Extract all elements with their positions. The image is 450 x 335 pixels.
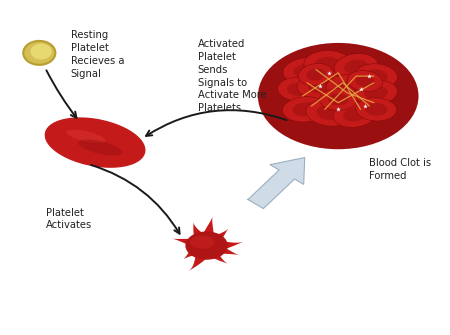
Polygon shape: [171, 239, 208, 250]
Ellipse shape: [283, 58, 329, 84]
Ellipse shape: [23, 41, 55, 65]
Polygon shape: [248, 157, 305, 209]
Polygon shape: [201, 243, 229, 264]
Ellipse shape: [308, 79, 333, 93]
Polygon shape: [188, 244, 214, 271]
Ellipse shape: [31, 44, 52, 60]
Ellipse shape: [334, 54, 378, 80]
Ellipse shape: [278, 77, 319, 102]
Ellipse shape: [298, 64, 333, 85]
Ellipse shape: [66, 130, 105, 143]
Polygon shape: [200, 216, 214, 247]
Text: Activated
Platelet
Sends
Signals to
Activate More
Platelets: Activated Platelet Sends Signals to Acti…: [198, 39, 266, 113]
Ellipse shape: [355, 64, 397, 88]
Ellipse shape: [304, 51, 353, 78]
Ellipse shape: [293, 64, 319, 78]
Polygon shape: [207, 240, 244, 252]
Ellipse shape: [355, 80, 397, 105]
Ellipse shape: [297, 73, 343, 99]
Ellipse shape: [356, 75, 375, 87]
Polygon shape: [183, 241, 210, 260]
Text: Blood Clot is
Formed: Blood Clot is Formed: [369, 158, 432, 181]
Ellipse shape: [326, 74, 373, 101]
Ellipse shape: [292, 103, 317, 116]
Ellipse shape: [364, 69, 388, 83]
Polygon shape: [45, 118, 145, 167]
Ellipse shape: [258, 43, 418, 149]
Polygon shape: [202, 228, 229, 249]
Ellipse shape: [343, 107, 367, 122]
Ellipse shape: [333, 101, 377, 127]
Ellipse shape: [364, 86, 388, 99]
Ellipse shape: [78, 140, 122, 155]
Ellipse shape: [365, 103, 387, 116]
Ellipse shape: [306, 68, 325, 80]
Ellipse shape: [190, 236, 214, 249]
Ellipse shape: [320, 88, 357, 110]
Ellipse shape: [356, 98, 396, 121]
Ellipse shape: [344, 60, 368, 74]
Text: Platelet
Activates: Platelet Activates: [46, 208, 92, 230]
Text: Resting
Platelet
Recieves a
Signal: Resting Platelet Recieves a Signal: [71, 30, 124, 79]
Ellipse shape: [337, 80, 362, 95]
Ellipse shape: [306, 99, 353, 126]
Ellipse shape: [185, 231, 228, 260]
Ellipse shape: [315, 57, 342, 72]
Ellipse shape: [287, 83, 309, 96]
Ellipse shape: [316, 105, 342, 120]
Polygon shape: [194, 221, 213, 249]
Ellipse shape: [347, 71, 382, 92]
Ellipse shape: [283, 97, 327, 122]
Polygon shape: [204, 241, 240, 255]
Ellipse shape: [328, 93, 348, 106]
